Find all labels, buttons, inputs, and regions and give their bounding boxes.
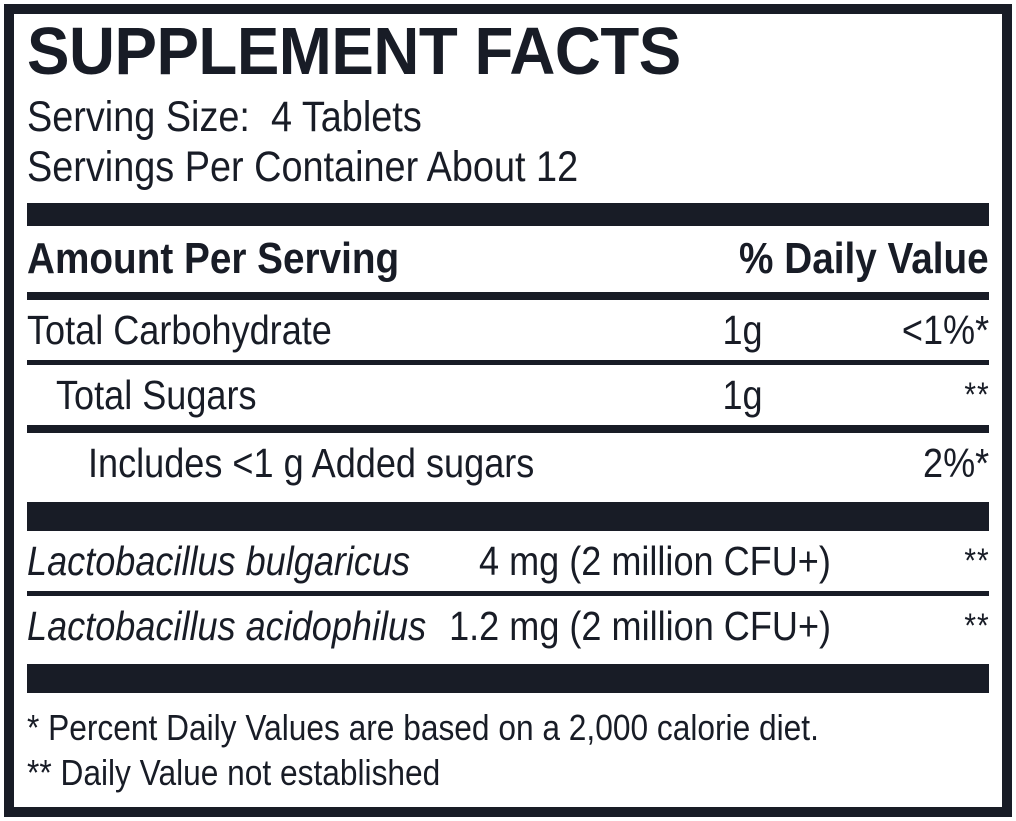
ingredient-amount-lactobacillus-acidophilus: 1.2 mg (2 million CFU+) [449,603,831,650]
amount-per-serving-header: Amount Per Serving [27,234,400,284]
table-row: Total Sugars 1g ** [27,365,989,425]
footnote-daily-value-not-established: ** Daily Value not established [27,752,441,794]
ingredient-dv-lactobacillus-bulgaricus: ** [963,542,989,581]
rule-below-total-carbohydrate [27,360,989,366]
serving-size-line: Serving Size: 4 Tablets [27,92,422,141]
nutrient-dv-total-sugars: ** [963,376,989,415]
footnote-percent-daily-value: * Percent Daily Values are based on a 2,… [27,707,819,749]
nutrient-name-total-carbohydrate: Total Carbohydrate [27,307,332,354]
ingredient-name-lactobacillus-bulgaricus: Lactobacillus bulgaricus [27,538,411,585]
nutrient-dv-added-sugars: 2%* [922,440,989,487]
table-header-row: Amount Per Serving % Daily Value [27,226,989,292]
nutrient-amount-total-carbohydrate: 1g [722,307,763,354]
table-row: Includes <1 g Added sugars 2%* [27,433,989,493]
serving-info-block: Serving Size: 4 Tablets Servings Per Con… [27,92,989,193]
ingredient-name-lactobacillus-acidophilus: Lactobacillus acidophilus [27,603,427,650]
rule-below-header [27,292,989,301]
nutrient-amount-total-sugars: 1g [722,372,763,419]
table-row: Total Carbohydrate 1g <1%* [27,300,989,360]
nutrient-name-added-sugars: Includes <1 g Added sugars [88,440,535,487]
divider-bar-bottom [27,664,989,694]
rule-between-ingredients [27,591,989,597]
daily-value-header: % Daily Value [739,234,989,284]
supplement-facts-inner: SUPPLEMENT FACTS Serving Size: 4 Tablets… [14,14,1002,813]
ingredient-dv-lactobacillus-acidophilus: ** [963,607,989,646]
footnotes-block: * Percent Daily Values are based on a 2,… [27,705,989,795]
page-title: SUPPLEMENT FACTS [27,14,681,89]
ingredient-amount-lactobacillus-bulgaricus: 4 mg (2 million CFU+) [479,538,831,585]
divider-bar-middle [27,502,989,532]
table-row: Lactobacillus acidophilus 1.2 mg (2 mill… [27,596,989,656]
nutrient-dv-total-carbohydrate: <1%* [901,307,989,354]
nutrient-name-total-sugars: Total Sugars [56,372,257,419]
supplement-facts-panel: SUPPLEMENT FACTS Serving Size: 4 Tablets… [4,4,1012,817]
servings-per-container-line: Servings Per Container About 12 [27,143,579,192]
table-row: Lactobacillus bulgaricus 4 mg (2 million… [27,531,989,591]
rule-below-total-sugars [27,425,989,434]
divider-bar-top [27,203,989,227]
